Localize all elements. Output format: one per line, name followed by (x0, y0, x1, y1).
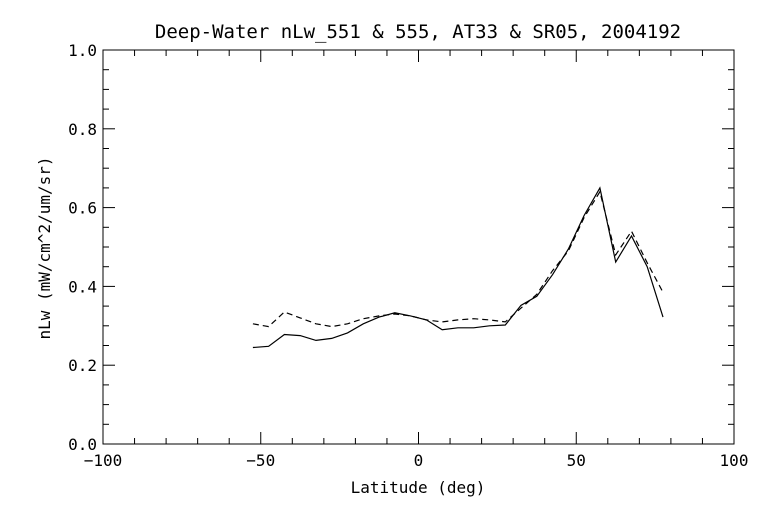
x-tick-label: −50 (246, 451, 275, 470)
x-tick-label: −100 (84, 451, 123, 470)
dashed-series-line (252, 190, 664, 328)
y-tick-label: 1.0 (68, 41, 97, 60)
plot-area: −100 −50 0 50 100 0.0 0.2 0.4 0.6 0.8 1.0 (68, 41, 748, 470)
x-tick-label: 100 (720, 451, 749, 470)
y-tick-label: 0.2 (68, 356, 97, 375)
y-tick-label: 0.8 (68, 120, 97, 139)
x-axis-label: Latitude (deg) (351, 478, 486, 497)
chart-title: Deep-Water nLw_551 & 555, AT33 & SR05, 2… (155, 21, 681, 43)
y-tick-label: 0.6 (68, 199, 97, 218)
x-tick-label: 50 (567, 451, 586, 470)
y-tick-label: 0.4 (68, 277, 97, 296)
x-tick-label: 0 (414, 451, 424, 470)
plot-frame (102, 49, 735, 445)
solid-series-line (252, 186, 664, 349)
y-tick-label: 0.0 (68, 435, 97, 454)
y-axis-label: nLw (mW/cm^2/um/sr) (35, 156, 54, 339)
